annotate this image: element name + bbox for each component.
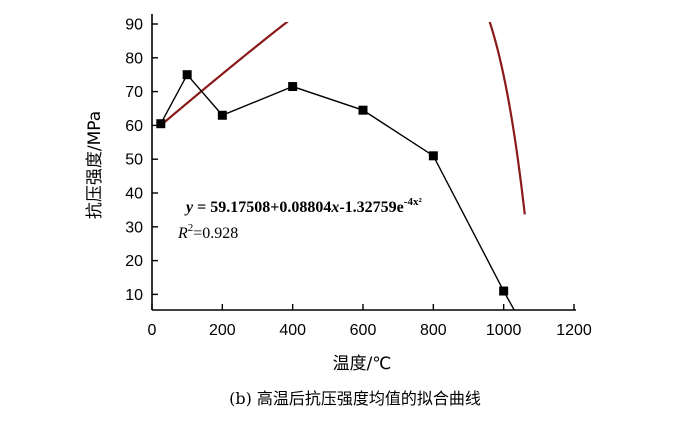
fit-curve (158, 22, 526, 215)
x-tick-label: 1000 (486, 322, 522, 339)
fit-equation: y = 59.17508+0.08804x-1.32759e-4x² (184, 196, 422, 216)
data-point (217, 110, 227, 120)
y-tick-label: 20 (125, 253, 143, 270)
x-tick-label: 0 (148, 322, 157, 339)
y-tick-label: 40 (125, 186, 143, 203)
x-tick-label: 800 (420, 322, 447, 339)
data-series-line (160, 73, 516, 310)
equation-main: = 59.17508+0.08804 (193, 199, 331, 216)
r-squared-r: R (177, 225, 188, 242)
data-point (156, 119, 166, 129)
fit-curve-layer (158, 22, 526, 215)
equation-exponent: -4x² (404, 196, 423, 208)
r-squared-value: =0.928 (193, 225, 238, 242)
y-tick-label: 10 (125, 287, 143, 304)
data-series-layer (156, 70, 516, 310)
x-axis-title: 温度/℃ (333, 354, 392, 374)
x-tick-label: 200 (209, 322, 236, 339)
data-point (182, 70, 192, 80)
y-tick-label: 50 (125, 152, 143, 169)
equation-exp-base: -1.32759e (339, 199, 403, 216)
y-tick-label: 70 (125, 84, 143, 101)
data-point (288, 82, 298, 92)
x-tick-label: 1200 (556, 322, 592, 339)
equation-annotation: y = 59.17508+0.08804x-1.32759e-4x² R2=0.… (177, 196, 422, 242)
r-squared-sup: 2 (188, 222, 194, 234)
y-axis-title: 抗压强度/MPa (85, 111, 105, 219)
r-squared: R2=0.928 (177, 222, 238, 242)
x-axis: 0 200 400 600 800 1000 1200 (148, 304, 592, 339)
y-tick-label: 30 (125, 219, 143, 236)
data-point (428, 151, 438, 161)
x-tick-label: 600 (350, 322, 377, 339)
y-tick-label: 80 (125, 50, 143, 67)
equation-y-var: y (184, 199, 194, 216)
y-axis: 10 20 30 40 50 60 70 80 90 (125, 14, 158, 310)
data-point (358, 105, 368, 115)
equation-x-var: x (330, 199, 339, 216)
figure-caption: (b) 高温后抗压强度均值的拟合曲线 (229, 389, 481, 408)
y-tick-label: 60 (125, 118, 143, 135)
y-tick-label: 90 (125, 17, 143, 34)
data-point (499, 286, 509, 296)
x-tick-label: 400 (279, 322, 306, 339)
